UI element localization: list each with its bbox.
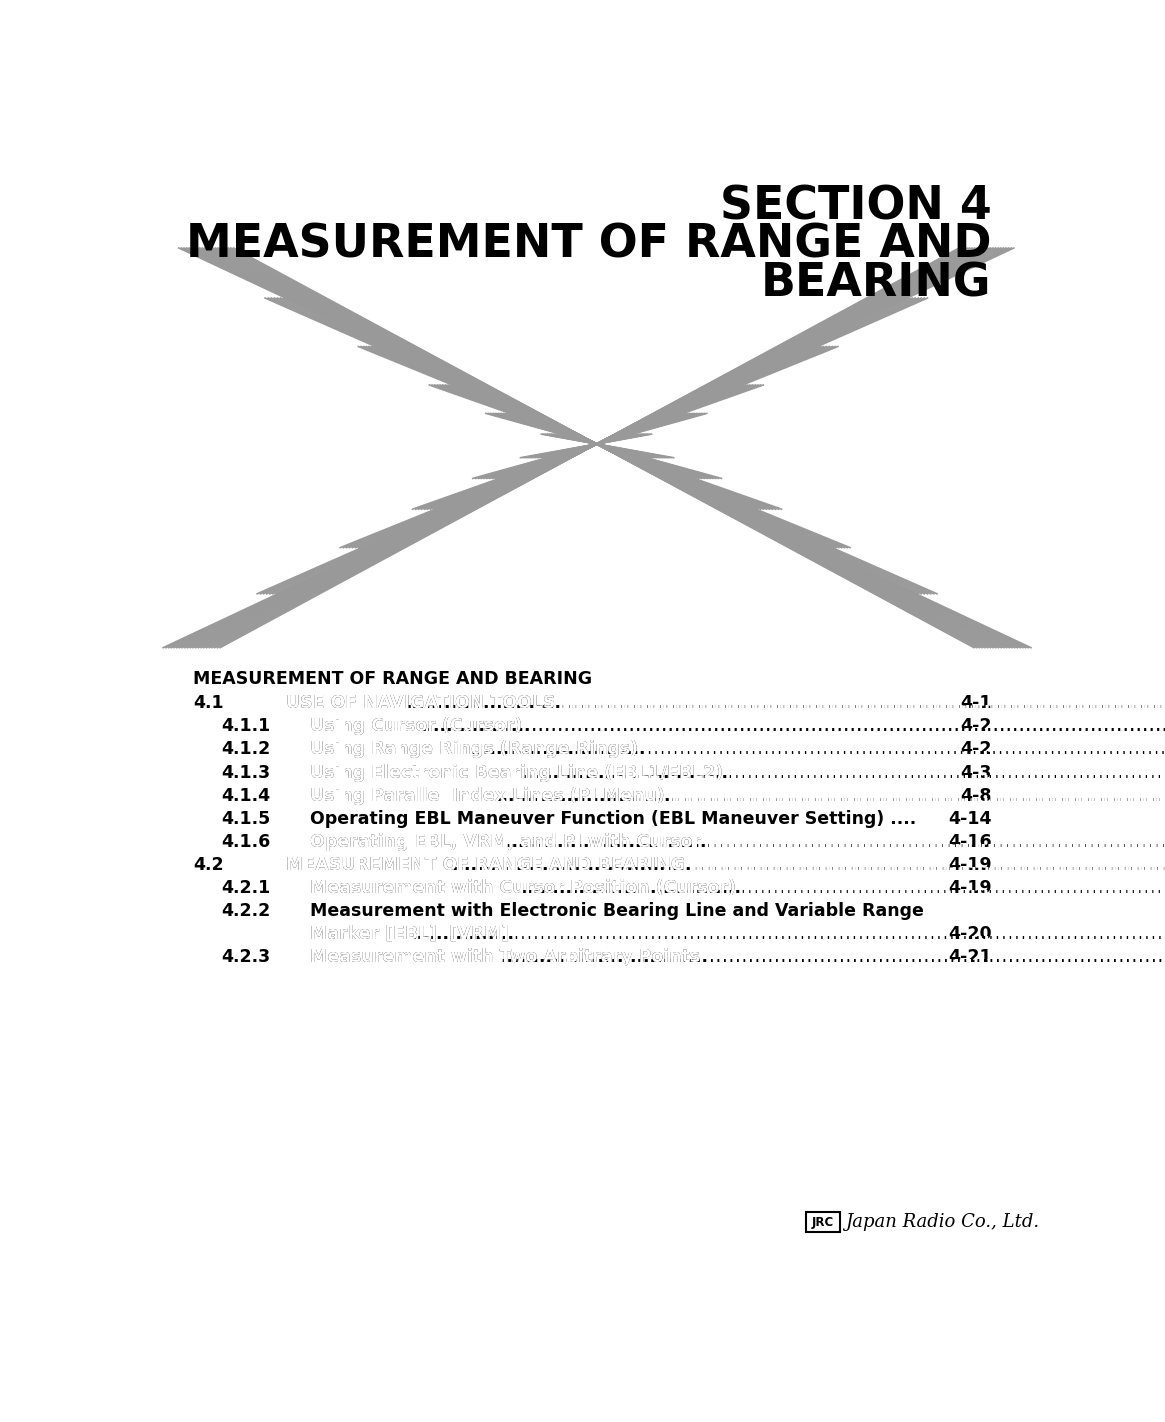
Text: SECTION 4: SECTION 4 — [720, 185, 991, 229]
Text: 4.1: 4.1 — [193, 694, 224, 712]
Text: ................................................................................: ........................................… — [471, 741, 1165, 758]
Text: ................................................................................: ........................................… — [521, 879, 1165, 897]
Text: 4.2.1: 4.2.1 — [221, 879, 271, 897]
Text: Using Range Rings (Range Rings) ................................................: Using Range Rings (Range Rings) ........… — [310, 741, 1165, 758]
Text: Measurement with Electronic Bearing Line and Variable Range: Measurement with Electronic Bearing Line… — [310, 902, 924, 920]
Text: Japan Radio Co., Ltd.: Japan Radio Co., Ltd. — [846, 1213, 1039, 1231]
Text: 4.1.3: 4.1.3 — [221, 764, 270, 782]
Text: 4-19: 4-19 — [948, 856, 991, 875]
Text: 4-3: 4-3 — [960, 764, 991, 782]
Text: Using Parallel Index Lines (PI Menu): Using Parallel Index Lines (PI Menu) — [310, 786, 671, 805]
Text: 4-2: 4-2 — [960, 741, 991, 758]
Text: MEASUREMENT OF RANGE AND BEARING ...............................................: MEASUREMENT OF RANGE AND BEARING .......… — [285, 856, 1165, 875]
Text: Using Cursor (Cursor) ..........................................................: Using Cursor (Cursor) ..................… — [310, 717, 1165, 735]
Text: 4-14: 4-14 — [948, 809, 991, 828]
Text: ................................................................................: ........................................… — [410, 926, 1165, 943]
Text: Using Parallel Index Lines (PI Menu) ...........................................: Using Parallel Index Lines (PI Menu) ...… — [310, 786, 1165, 805]
Text: USE OF NAVIGATION TOOLS: USE OF NAVIGATION TOOLS — [285, 694, 562, 712]
Text: ................................................................................: ........................................… — [506, 833, 1165, 850]
Text: 4-21: 4-21 — [948, 948, 991, 967]
Text: Operating EBL Maneuver Function (EBL Maneuver Setting) ....: Operating EBL Maneuver Function (EBL Man… — [310, 809, 917, 828]
Text: USE OF NAVIGATION TOOLS ........................................................: USE OF NAVIGATION TOOLS ................… — [285, 694, 1165, 712]
Text: 4.2.2: 4.2.2 — [221, 902, 271, 920]
Text: 4-8: 4-8 — [960, 786, 991, 805]
Text: JRC: JRC — [812, 1216, 834, 1229]
Text: 4-1: 4-1 — [960, 694, 991, 712]
Text: 4-19: 4-19 — [948, 879, 991, 897]
Text: 4.1.4: 4.1.4 — [221, 786, 270, 805]
Text: MEASUREMENT OF RANGE AND: MEASUREMENT OF RANGE AND — [186, 223, 991, 267]
Text: Measurement with Cursor Position (Cursor): Measurement with Cursor Position (Cursor… — [310, 879, 742, 897]
Text: 4.1.1: 4.1.1 — [221, 717, 271, 735]
Text: Using Electronic Bearing Line (EBL1/EBL2) ......................................: Using Electronic Bearing Line (EBL1/EBL2… — [310, 764, 1165, 782]
Text: Marker [EBL]  [VRM]: Marker [EBL] [VRM] — [310, 926, 516, 943]
Text: Marker [EBL]  [VRM] ............................................................: Marker [EBL] [VRM] .....................… — [310, 926, 1165, 943]
Text: BEARING: BEARING — [761, 262, 991, 307]
Text: 4.1.5: 4.1.5 — [221, 809, 271, 828]
Text: 4.2: 4.2 — [193, 856, 224, 875]
Text: MEASUREMENT OF RANGE AND BEARING: MEASUREMENT OF RANGE AND BEARING — [193, 670, 592, 688]
Text: ................................................................................: ........................................… — [495, 786, 1165, 805]
Text: 4-16: 4-16 — [948, 833, 991, 850]
Text: ................................................................................: ........................................… — [421, 717, 1165, 735]
Text: Measurement with Cursor Position (Cursor) ......................................: Measurement with Cursor Position (Cursor… — [310, 879, 1165, 897]
Text: Measurement with Two Arbitrary Points: Measurement with Two Arbitrary Points — [310, 948, 706, 967]
Text: 4.2.3: 4.2.3 — [221, 948, 270, 967]
Text: 4.1.6: 4.1.6 — [221, 833, 271, 850]
Text: Using Electronic Bearing Line (EBL1/EBL2): Using Electronic Bearing Line (EBL1/EBL2… — [310, 764, 729, 782]
Text: ................................................................................: ........................................… — [451, 856, 1165, 875]
Text: Using Cursor (Cursor): Using Cursor (Cursor) — [310, 717, 529, 735]
Text: Measurement with Two Arbitrary Points ..........................................: Measurement with Two Arbitrary Points ..… — [310, 948, 1165, 967]
Text: 4-20: 4-20 — [948, 926, 991, 943]
Text: ................................................................................: ........................................… — [405, 694, 1165, 712]
Text: Using Range Rings (Range Rings): Using Range Rings (Range Rings) — [310, 741, 644, 758]
Text: 4.1.2: 4.1.2 — [221, 741, 271, 758]
Text: ................................................................................: ........................................… — [501, 948, 1165, 967]
Text: Operating EBL, VRM, and PI with Cursor .........................................: Operating EBL, VRM, and PI with Cursor .… — [310, 833, 1165, 850]
Text: Operating EBL, VRM, and PI with Cursor: Operating EBL, VRM, and PI with Cursor — [310, 833, 707, 850]
FancyBboxPatch shape — [806, 1213, 840, 1233]
Text: ................................................................................: ........................................… — [521, 764, 1165, 782]
Text: 4-2: 4-2 — [960, 717, 991, 735]
Text: MEASUREMENT OF RANGE AND BEARING: MEASUREMENT OF RANGE AND BEARING — [285, 856, 691, 875]
